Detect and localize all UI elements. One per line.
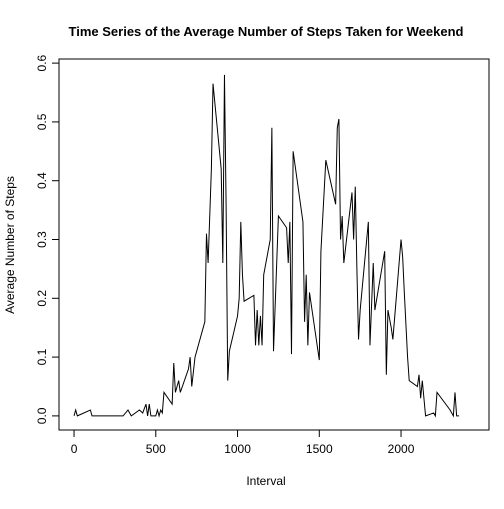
y-tick-label: 0.4 xyxy=(35,172,49,189)
x-tick-label: 0 xyxy=(71,442,78,456)
y-axis-label: Average Number of Steps xyxy=(3,176,17,314)
x-tick-label: 1000 xyxy=(224,442,251,456)
y-tick-label: 0.3 xyxy=(35,231,49,248)
x-axis-label: Interval xyxy=(246,474,285,488)
y-tick-label: 0.2 xyxy=(35,290,49,307)
x-tick-label: 500 xyxy=(146,442,166,456)
x-tick-label: 2000 xyxy=(388,442,415,456)
x-tick-label: 1500 xyxy=(306,442,333,456)
y-tick-label: 0.5 xyxy=(35,113,49,130)
y-tick-label: 0.1 xyxy=(35,348,49,365)
chart-title: Time Series of the Average Number of Ste… xyxy=(69,24,464,39)
plot-box xyxy=(58,58,490,431)
data-line xyxy=(73,74,460,418)
y-tick-label: 0.6 xyxy=(35,54,49,71)
y-tick-label: 0.0 xyxy=(35,407,49,424)
